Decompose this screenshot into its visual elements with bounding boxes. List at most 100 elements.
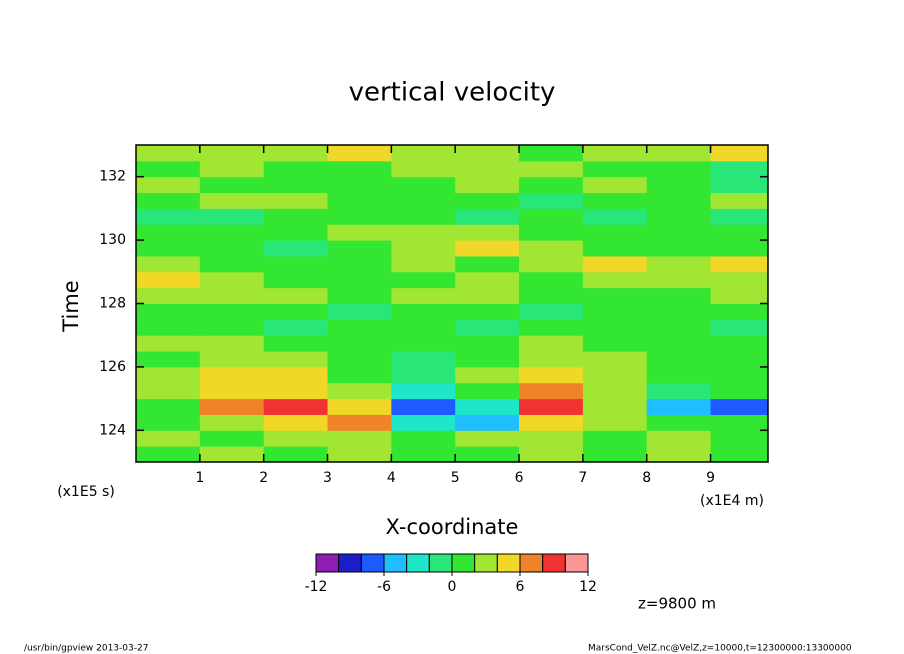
heatmap-cell <box>391 224 456 241</box>
heatmap-cell <box>136 414 201 431</box>
heatmap-cell <box>263 224 329 241</box>
heatmap-cell <box>263 160 329 178</box>
heatmap-cell <box>391 446 456 463</box>
heatmap-cell <box>455 224 520 241</box>
heatmap-cell <box>199 145 265 162</box>
heatmap-cell <box>519 446 584 463</box>
heatmap-cell <box>646 303 712 320</box>
colorbar-swatch <box>474 553 498 573</box>
colorbar-tick-label: 6 <box>516 579 525 595</box>
heatmap-cell <box>519 351 584 368</box>
heatmap-cell <box>710 335 769 352</box>
colorbar-swatch <box>360 553 385 573</box>
heatmap-cell <box>710 176 769 194</box>
heatmap-cell <box>646 446 712 463</box>
heatmap-cell <box>263 176 329 194</box>
heatmap-cell <box>327 240 392 257</box>
x-tick-label: 2 <box>259 470 268 486</box>
footer-left: /usr/bin/gpview 2013-03-27 <box>24 644 148 654</box>
heatmap-cell <box>263 145 329 162</box>
colorbar-swatch <box>406 553 430 573</box>
heatmap-cell <box>710 145 769 162</box>
annotation: z=9800 m <box>638 595 716 613</box>
heatmap-cell <box>519 335 584 352</box>
colorbar-swatch <box>383 553 408 573</box>
heatmap-cell <box>136 287 201 304</box>
heatmap-cell <box>455 398 520 415</box>
heatmap-cell <box>327 303 392 320</box>
x-unit: (x1E4 m) <box>700 493 764 509</box>
heatmap-cell <box>582 398 648 415</box>
heatmap-cell <box>263 303 329 320</box>
heatmap-cell <box>582 224 648 241</box>
heatmap-cell <box>199 366 265 384</box>
heatmap-cell <box>391 287 456 304</box>
heatmap-cell <box>710 287 769 304</box>
heatmap-cell <box>391 240 456 257</box>
y-unit: (x1E5 s) <box>57 484 115 500</box>
heatmap-cell <box>646 160 712 178</box>
heatmap-cell <box>391 335 456 352</box>
heatmap-cell <box>710 351 769 368</box>
heatmap-cell <box>199 240 265 257</box>
x-axis-label: X-coordinate <box>386 515 519 539</box>
heatmap-cell <box>263 192 329 209</box>
heatmap-cell <box>519 398 584 415</box>
heatmap-cell <box>263 414 329 431</box>
y-tick-label: 126 <box>99 359 126 375</box>
heatmap-cell <box>455 255 520 273</box>
heatmap-cell <box>327 366 392 384</box>
heatmap-cell <box>199 398 265 415</box>
heatmap-cell <box>646 382 712 400</box>
heatmap-cell <box>199 430 265 447</box>
heatmap-cell <box>455 335 520 352</box>
colorbar-swatch <box>315 553 340 573</box>
heatmap-cell <box>391 351 456 368</box>
heatmap-cell <box>455 382 520 400</box>
heatmap-cell <box>646 176 712 194</box>
colorbar-swatch <box>519 553 544 573</box>
heatmap-cell <box>710 430 769 447</box>
heatmap-cell <box>519 414 584 431</box>
y-tick-label: 128 <box>99 296 126 312</box>
heatmap-cell <box>136 351 201 368</box>
colorbar-swatch <box>428 553 453 573</box>
y-tick-label: 132 <box>99 169 126 185</box>
heatmap-cell <box>582 303 648 320</box>
heatmap-cell <box>710 208 769 225</box>
heatmap-cell <box>582 430 648 447</box>
heatmap-cell <box>582 208 648 225</box>
heatmap-cell <box>199 335 265 352</box>
heatmap-cell <box>199 255 265 273</box>
colorbar-tick-label: -6 <box>377 579 391 595</box>
heatmap-cell <box>710 414 769 431</box>
heatmap-cell <box>582 351 648 368</box>
heatmap-cell <box>327 287 392 304</box>
heatmap-cell <box>710 255 769 273</box>
heatmap-cell <box>455 287 520 304</box>
heatmap-cell <box>199 208 265 225</box>
heatmap-cell <box>327 192 392 209</box>
heatmap-cell <box>519 224 584 241</box>
heatmap-cell <box>327 160 392 178</box>
heatmap-cell <box>646 271 712 289</box>
colorbar-swatch <box>496 553 521 573</box>
heatmap-cell <box>327 271 392 289</box>
heatmap-cell <box>646 430 712 447</box>
heatmap-cell <box>136 224 201 241</box>
heatmap-cell <box>136 176 201 194</box>
heatmap-cell <box>519 303 584 320</box>
y-tick-label: 124 <box>99 422 126 438</box>
heatmap-cell <box>136 319 201 336</box>
heatmap-cell <box>455 145 520 162</box>
heatmap-cell <box>263 430 329 447</box>
colorbar-swatch <box>338 553 362 573</box>
heatmap-cell <box>455 351 520 368</box>
heatmap-cell <box>263 240 329 257</box>
heatmap-cell <box>519 319 584 336</box>
heatmap-cell <box>391 414 456 431</box>
heatmap-cell <box>646 192 712 209</box>
heatmap-cell <box>391 255 456 273</box>
